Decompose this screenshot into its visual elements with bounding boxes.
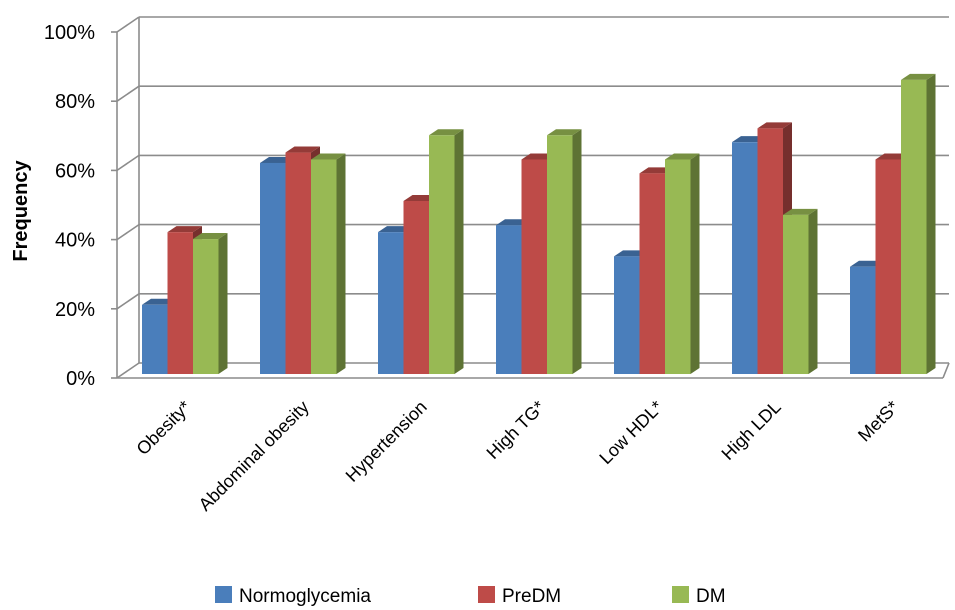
bar-top xyxy=(429,129,464,136)
bar-front xyxy=(901,79,927,375)
x-category-label: Hypertension xyxy=(342,397,431,486)
legend-label: DM xyxy=(696,586,726,607)
bar-front xyxy=(875,159,901,374)
bar-top xyxy=(547,129,582,136)
bar-front xyxy=(665,159,691,374)
bar xyxy=(665,153,700,374)
x-category-label: High LDL xyxy=(718,397,785,464)
gridline-side xyxy=(116,85,140,102)
gridline-side xyxy=(116,16,140,33)
legend-item: DM xyxy=(672,586,726,607)
x-category-label: High TG* xyxy=(483,397,549,463)
bar-front xyxy=(496,225,522,374)
y-tick-label: 20% xyxy=(55,299,95,321)
legend-swatch xyxy=(215,586,232,603)
y-tick-label: 80% xyxy=(55,91,95,113)
floor-edge xyxy=(942,362,950,379)
bar-side xyxy=(218,233,228,374)
bar-front xyxy=(521,159,547,374)
bar-front xyxy=(757,128,783,374)
bar-front xyxy=(378,232,404,374)
bar-top xyxy=(783,208,818,215)
x-category-label: Abdominal obesity xyxy=(195,397,313,515)
legend-item: Normoglycemia xyxy=(215,586,371,607)
bar xyxy=(783,208,818,374)
bar-front xyxy=(429,135,455,374)
bar-side xyxy=(808,208,818,374)
x-category-labels: Obesity* Abdominal obesity Hypertension Hig… xyxy=(133,397,903,515)
bar-front xyxy=(614,256,640,374)
x-category-label: Low HDL* xyxy=(595,397,666,468)
y-tick-labels: 0% 20% 40% 60% 80% 100% xyxy=(44,22,95,390)
y-tick-label: 40% xyxy=(55,230,95,252)
y-axis-title: Frequency xyxy=(10,160,32,262)
bar-side xyxy=(572,129,582,374)
legend-item: PreDM xyxy=(478,586,561,607)
bar-front xyxy=(732,142,758,374)
bar-top xyxy=(901,73,936,80)
bar-side xyxy=(336,153,346,374)
x-category-label: Obesity* xyxy=(133,397,195,459)
y-tick-label: 60% xyxy=(55,160,95,182)
x-category-label: MetS* xyxy=(854,397,903,446)
bar xyxy=(547,129,582,374)
bar xyxy=(429,129,464,374)
bar xyxy=(193,233,228,374)
gridline-side xyxy=(116,223,140,241)
bar-front xyxy=(639,173,665,374)
legend: Normoglycemia PreDM DM xyxy=(215,586,726,607)
legend-label: Normoglycemia xyxy=(239,586,371,607)
bar-front xyxy=(260,162,286,374)
bar xyxy=(901,73,936,375)
bar-front xyxy=(403,201,429,374)
bar-front xyxy=(783,214,809,374)
bar-front xyxy=(193,239,219,374)
bar-top xyxy=(757,122,792,129)
bar-front xyxy=(142,304,168,374)
bar-front xyxy=(167,232,193,374)
bar-top xyxy=(285,146,320,153)
bar-top xyxy=(311,153,346,160)
bar-front xyxy=(850,266,876,374)
y-tick-label: 0% xyxy=(66,368,95,390)
bars xyxy=(142,73,936,375)
bar-front xyxy=(311,159,337,374)
bar-top xyxy=(167,226,202,233)
bar-side xyxy=(926,73,936,375)
legend-label: PreDM xyxy=(502,586,561,607)
y-tick-label: 100% xyxy=(44,22,95,44)
bar-side xyxy=(690,153,700,374)
bar-top xyxy=(665,153,700,160)
legend-swatch xyxy=(478,586,495,603)
gridline-side xyxy=(116,154,140,172)
bar-front xyxy=(285,152,311,374)
bar-front xyxy=(547,135,573,374)
bar xyxy=(311,153,346,374)
gridline-side xyxy=(116,293,140,310)
legend-swatch xyxy=(672,586,689,603)
bar-side xyxy=(454,129,464,374)
gridline-side xyxy=(116,362,140,379)
axes xyxy=(111,17,950,379)
bar-top xyxy=(193,233,228,240)
